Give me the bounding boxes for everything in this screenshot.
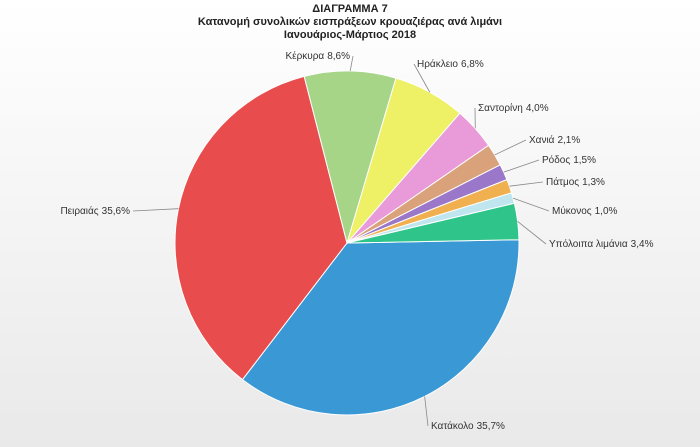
leader-line bbox=[132, 208, 179, 212]
leader-line bbox=[424, 396, 429, 427]
data-label: Ρόδος 1,5% bbox=[542, 154, 596, 166]
leader-line bbox=[503, 159, 540, 173]
category-label: Κέρκυρα bbox=[285, 50, 324, 62]
data-label: Χανιά 2,1% bbox=[529, 134, 580, 146]
data-label: Πειραιάς 35,6% bbox=[60, 205, 130, 217]
data-label: Σαντορίνη 4,0% bbox=[478, 102, 549, 114]
category-label: Ηράκλειο bbox=[417, 58, 458, 70]
value-label: 2,1% bbox=[557, 135, 580, 146]
pie-slice bbox=[303, 70, 397, 245]
data-label: Υπόλοιπα λιμάνια 3,4% bbox=[549, 238, 654, 250]
leader-line bbox=[512, 197, 550, 212]
data-label: Κέρκυρα 8,6% bbox=[285, 50, 350, 62]
data-label: Κατάκολο 35,7% bbox=[431, 420, 505, 432]
chart-subtitle: Κατανομή συνολικών εισπράξεων κρουαζιέρα… bbox=[198, 16, 502, 28]
value-label: 8,6% bbox=[327, 51, 350, 62]
pie-slice bbox=[346, 202, 520, 244]
value-label: 35,6% bbox=[102, 206, 130, 217]
leader-line bbox=[413, 63, 431, 93]
value-label: 1,3% bbox=[582, 177, 605, 188]
category-label: Χανιά bbox=[529, 134, 555, 146]
value-label: 4,0% bbox=[526, 103, 549, 114]
chart-title: ΔΙΑΓΡΑΜΜΑ 7 bbox=[312, 3, 387, 15]
category-label: Κατάκολο bbox=[431, 420, 474, 432]
leader-line bbox=[494, 139, 527, 156]
value-label: 1,5% bbox=[573, 155, 596, 166]
leader-line bbox=[509, 181, 544, 187]
category-label: Σαντορίνη bbox=[478, 102, 523, 114]
value-label: 35,7% bbox=[477, 421, 505, 432]
leader-line bbox=[517, 221, 547, 245]
leader-line bbox=[349, 55, 354, 72]
category-label: Ρόδος bbox=[542, 154, 570, 166]
value-label: 1,0% bbox=[595, 206, 618, 217]
data-label: Πάτμος 1,3% bbox=[546, 176, 605, 188]
category-label: Υπόλοιπα λιμάνια bbox=[549, 238, 628, 250]
value-label: 6,8% bbox=[461, 59, 484, 70]
value-label: 3,4% bbox=[631, 239, 654, 250]
chart-subtitle: Ιανουάριος-Μάρτιος 2018 bbox=[284, 29, 416, 41]
data-label: Μύκονος 1,0% bbox=[552, 205, 618, 217]
category-label: Πάτμος bbox=[546, 176, 579, 188]
data-label: Ηράκλειο 6,8% bbox=[417, 58, 484, 70]
pie-slice bbox=[241, 239, 520, 416]
category-label: Πειραιάς bbox=[60, 205, 98, 217]
category-label: Μύκονος bbox=[552, 205, 592, 217]
